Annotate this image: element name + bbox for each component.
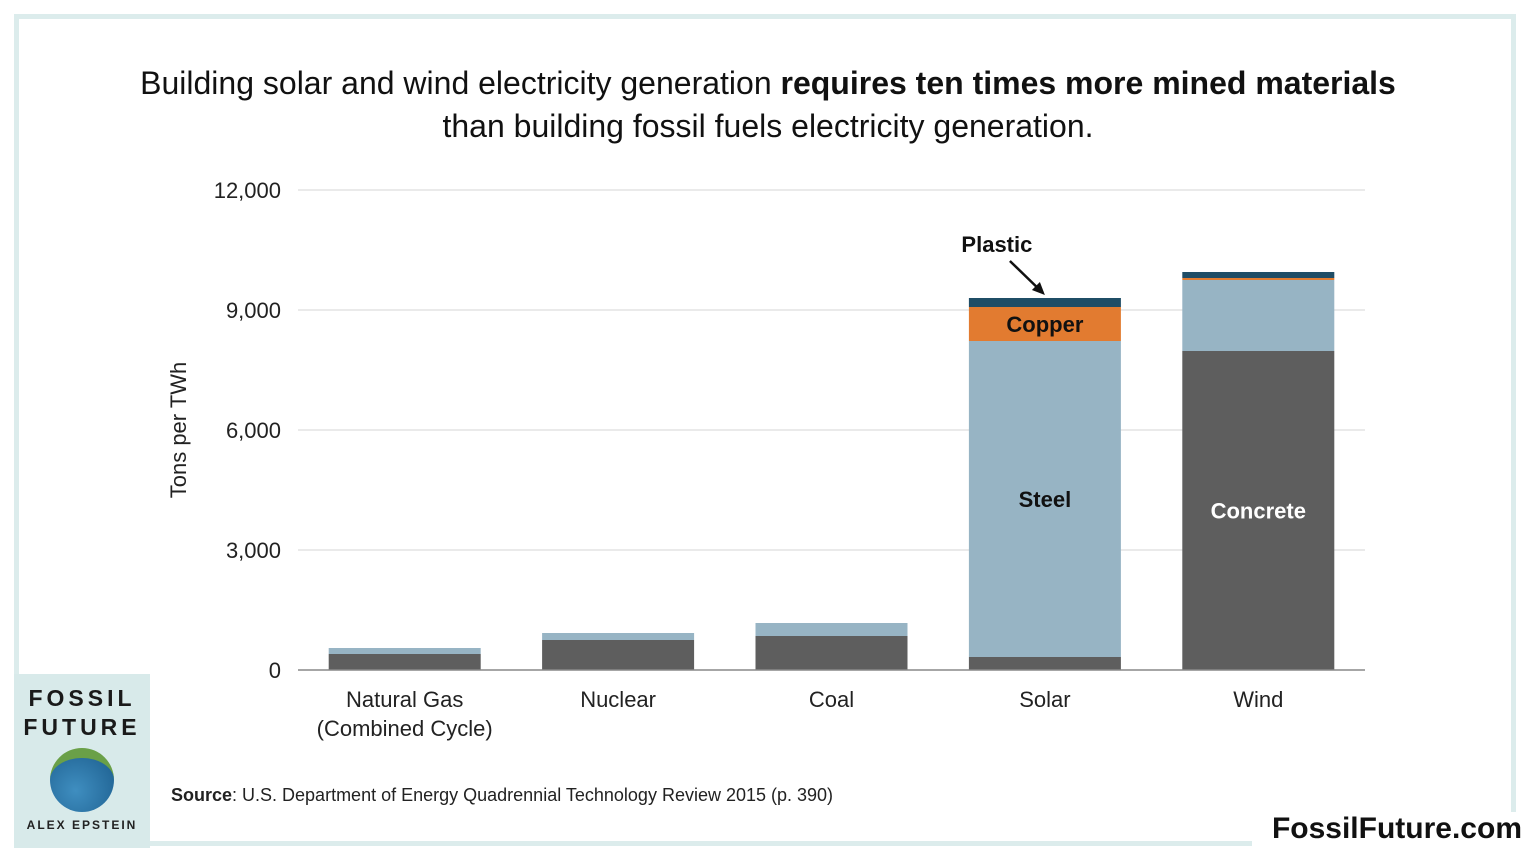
bar-segment-concrete <box>968 657 1121 670</box>
bar-segment-concrete <box>1182 351 1335 670</box>
x-tick-label: Solar <box>1019 687 1070 712</box>
x-tick-label: (Combined Cycle) <box>317 716 493 741</box>
bar-segment-plastic <box>1182 272 1335 278</box>
x-tick-label: Nuclear <box>580 687 656 712</box>
title-part: than building fossil fuels electricity g… <box>442 108 1094 144</box>
segment-label: Copper <box>1006 312 1083 337</box>
brand-url: FossilFuture.com <box>1251 812 1522 846</box>
frame-border <box>14 14 1516 846</box>
y-tick-label: 9,000 <box>226 298 281 323</box>
title-part: Building solar and wind electricity gene… <box>140 65 781 101</box>
chart-title: Building solar and wind electricity gene… <box>0 62 1536 148</box>
x-tick-label: Coal <box>809 687 854 712</box>
globe-icon <box>50 748 114 812</box>
bar-segment-concrete <box>542 640 695 670</box>
bar-segment-steel <box>755 623 908 636</box>
y-tick-label: 12,000 <box>214 178 281 203</box>
arrow-head-icon <box>1031 282 1045 295</box>
y-tick-label: 3,000 <box>226 538 281 563</box>
x-tick-label: Natural Gas <box>346 687 463 712</box>
source-note: Source: U.S. Department of Energy Quadre… <box>171 785 833 806</box>
y-tick-label: 6,000 <box>226 418 281 443</box>
bar-segment-steel <box>328 648 481 654</box>
source-text: : U.S. Department of Energy Quadrennial … <box>232 785 834 805</box>
bar-segment-copper <box>1182 278 1335 280</box>
bar-segment-steel <box>968 341 1121 657</box>
book-title-line: FOSSIL <box>28 685 136 711</box>
title-bold: requires ten times more mined materials <box>780 65 1396 101</box>
bar-segment-copper <box>968 307 1121 341</box>
x-tick-label: Wind <box>1233 687 1283 712</box>
bar-segment-concrete <box>755 636 908 670</box>
book-author: ALEX EPSTEIN <box>26 818 138 832</box>
source-label: Source <box>171 785 233 805</box>
annotation-label: Plastic <box>961 232 1032 257</box>
y-tick-label: 0 <box>269 658 281 683</box>
book-cover-logo: FOSSIL FUTURE ALEX EPSTEIN <box>14 674 150 848</box>
bar-segment-plastic <box>968 298 1121 307</box>
segment-label: Concrete <box>1211 499 1306 524</box>
bar-segment-steel <box>542 633 695 640</box>
segment-label: Steel <box>1019 487 1072 512</box>
bar-segment-concrete <box>328 654 481 670</box>
y-axis-label: Tons per TWh <box>166 362 191 499</box>
bar-segment-steel <box>1182 280 1335 351</box>
book-title-line: FUTURE <box>23 714 141 740</box>
